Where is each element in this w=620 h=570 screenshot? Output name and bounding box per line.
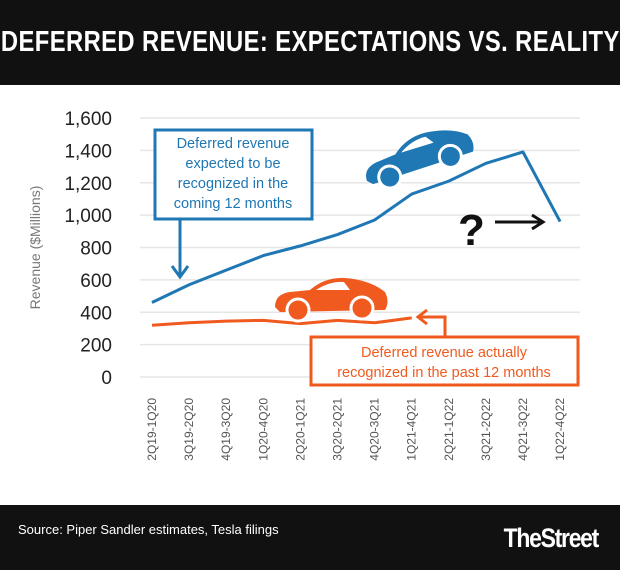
- series-line-1: [151, 316, 412, 327]
- annotation-line: expected to be: [185, 156, 280, 172]
- annotation-line: Deferred revenue: [177, 136, 290, 152]
- y-tick-label: 800: [80, 239, 112, 260]
- y-tick-label: 1,200: [64, 174, 112, 195]
- x-tick-label: 2Q21-1Q22: [442, 398, 456, 461]
- annotation-line: Deferred revenue actually: [361, 345, 528, 361]
- annotation-line: recognized in the: [178, 176, 288, 192]
- x-tick-label: 2Q20-1Q21: [293, 398, 307, 461]
- x-tick-label: 4Q20-3Q21: [368, 398, 382, 461]
- y-tick-label: 1,400: [64, 141, 112, 162]
- x-tick-label: 1Q21-4Q21: [405, 398, 419, 461]
- x-tick-label: 3Q19-2Q20: [182, 398, 196, 461]
- x-tick-label: 2Q19-1Q20: [145, 398, 159, 461]
- annotation-box-expected: [153, 128, 314, 221]
- arrow-head: [170, 265, 190, 280]
- x-tick-label: 4Q21-3Q22: [516, 398, 530, 461]
- x-tick-label: 3Q20-2Q21: [331, 398, 345, 461]
- y-tick-label: 400: [80, 303, 112, 324]
- y-tick-label: 600: [80, 271, 112, 292]
- x-tick-label: 1Q22-4Q22: [553, 398, 567, 461]
- x-tick-label: 1Q20-4Q20: [256, 398, 270, 461]
- arrow-head: [531, 213, 546, 231]
- x-tick-label: 3Q21-2Q22: [479, 398, 493, 461]
- footer-bar: Source: Piper Sandler estimates, Tesla f…: [0, 505, 620, 570]
- series-line-0: [151, 150, 562, 304]
- blue-car-icon: [366, 130, 474, 190]
- y-tick-label: 1,600: [64, 109, 112, 130]
- question-mark: ?: [458, 206, 485, 255]
- chart-title: DEFERRED REVENUE: EXPECTATIONS VS. REALI…: [0, 26, 620, 58]
- y-tick-label: 0: [101, 368, 112, 389]
- thestreet-logo: TheStreet: [503, 523, 600, 553]
- y-axis-label: Revenue ($Millions): [27, 186, 43, 310]
- orange-car-icon: [275, 277, 388, 323]
- arrow-head: [415, 308, 428, 326]
- chart: 0 200 400 600 800 1,000 1,200 1,400 1,600 Revenue…: [27, 109, 580, 461]
- y-tick-label: 1,000: [64, 206, 112, 227]
- y-tick-label: 200: [80, 336, 112, 357]
- annotation-line: coming 12 months: [174, 196, 292, 212]
- annotation-arrow: [418, 315, 447, 337]
- header-bar: DEFERRED REVENUE: EXPECTATIONS VS. REALI…: [0, 0, 620, 85]
- source-note: Source: Piper Sandler estimates, Tesla f…: [18, 522, 279, 537]
- annotation-line: recognized in the past 12 months: [337, 365, 551, 381]
- x-tick-label: 4Q19-3Q20: [219, 398, 233, 461]
